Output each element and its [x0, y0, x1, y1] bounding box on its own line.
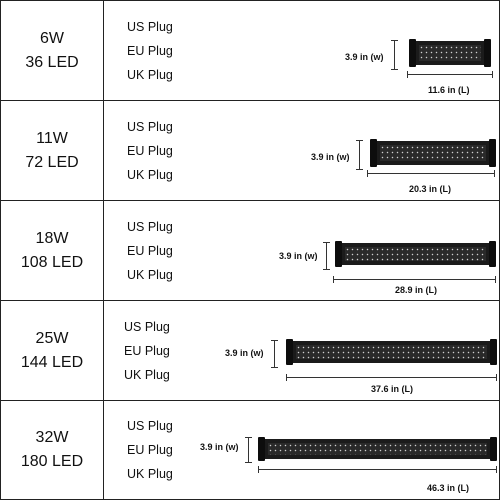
power-cell: 25W 144 LED — [1, 301, 104, 400]
power-cell: 18W 108 LED — [1, 201, 104, 300]
bracket-right-icon — [489, 139, 496, 167]
plug-options: US Plug EU Plug UK Plug — [124, 301, 170, 400]
led-count-label: 180 LED — [20, 453, 84, 470]
power-cell: 11W 72 LED — [1, 101, 104, 200]
length-dimension-label: 37.6 in (L) — [371, 384, 414, 394]
plug-options: US Plug EU Plug UK Plug — [127, 101, 173, 200]
plug-option-us: US Plug — [127, 419, 173, 433]
led-count-label: 36 LED — [25, 53, 79, 71]
bracket-right-icon — [489, 241, 496, 267]
plug-option-us: US Plug — [127, 219, 173, 234]
led-panel — [345, 247, 486, 261]
length-dimension-line — [333, 276, 496, 283]
led-light-bar-image — [258, 437, 497, 461]
bracket-right-icon — [484, 39, 491, 67]
length-dimension-label: 28.9 in (L) — [395, 285, 438, 295]
wattage-label: 11W — [36, 129, 68, 147]
spec-row-25w: 25W 144 LED US Plug EU Plug UK Plug 3.9 … — [1, 301, 499, 401]
led-count-label: 108 LED — [20, 253, 84, 271]
width-dimension-label: 3.9 in (w) — [345, 52, 384, 62]
led-light-bar-image — [286, 339, 497, 365]
led-light-bar-image — [370, 139, 496, 167]
wattage-label: 25W — [35, 329, 69, 347]
led-light-bar-image — [335, 241, 496, 267]
plug-option-uk: UK Plug — [127, 167, 173, 182]
length-dimension-line — [407, 71, 493, 78]
plug-option-us: US Plug — [127, 119, 173, 134]
spec-row-11w: 11W 72 LED US Plug EU Plug UK Plug 3.9 i… — [1, 101, 499, 201]
bracket-left-icon — [286, 339, 293, 365]
width-dimension-line — [271, 340, 278, 368]
plug-option-us: US Plug — [124, 319, 170, 334]
plug-option-eu: EU Plug — [127, 443, 173, 457]
plug-option-eu: EU Plug — [127, 143, 173, 158]
led-panel — [419, 45, 481, 61]
wattage-label: 6W — [40, 29, 64, 47]
bracket-left-icon — [370, 139, 377, 167]
wattage-label: 32W — [35, 429, 69, 446]
plug-option-uk: UK Plug — [127, 67, 173, 82]
plug-option-eu: EU Plug — [124, 343, 170, 358]
width-dimension-line — [245, 437, 252, 463]
plug-options: US Plug EU Plug UK Plug — [127, 1, 173, 100]
length-dimension-line — [258, 466, 497, 473]
width-dimension-line — [356, 140, 363, 170]
width-dimension-line — [323, 242, 330, 270]
width-dimension-label: 3.9 in (w) — [311, 152, 350, 162]
plug-option-eu: EU Plug — [127, 43, 173, 58]
length-dimension-line — [367, 170, 495, 177]
plug-option-eu: EU Plug — [127, 243, 173, 258]
plug-options: US Plug EU Plug UK Plug — [127, 201, 173, 300]
width-dimension-label: 3.9 in (w) — [200, 442, 239, 452]
led-light-bar-image — [409, 39, 491, 67]
bracket-right-icon — [490, 437, 497, 461]
led-count-label: 144 LED — [20, 353, 84, 371]
plug-option-uk: UK Plug — [124, 367, 170, 382]
plug-option-uk: UK Plug — [127, 467, 173, 481]
length-dimension-line — [286, 374, 497, 381]
spec-row-18w: 18W 108 LED US Plug EU Plug UK Plug 3.9 … — [1, 201, 499, 301]
bracket-left-icon — [335, 241, 342, 267]
spec-row-32w: 32W 180 LED US Plug EU Plug UK Plug 3.9 … — [1, 401, 499, 499]
led-panel — [268, 443, 487, 455]
plug-options: US Plug EU Plug UK Plug — [127, 401, 173, 499]
power-cell: 32W 180 LED — [1, 401, 104, 499]
power-cell: 6W 36 LED — [1, 1, 104, 100]
led-panel — [296, 345, 487, 359]
length-dimension-label: 20.3 in (L) — [409, 184, 452, 194]
bracket-left-icon — [409, 39, 416, 67]
plug-option-uk: UK Plug — [127, 267, 173, 282]
width-dimension-label: 3.9 in (w) — [279, 251, 318, 261]
length-dimension-label: 46.3 in (L) — [427, 483, 470, 493]
spec-row-6w: 6W 36 LED US Plug EU Plug UK Plug 3.9 in… — [1, 1, 499, 101]
led-panel — [380, 145, 486, 161]
wattage-label: 18W — [35, 229, 69, 247]
width-dimension-line — [391, 40, 398, 70]
bracket-left-icon — [258, 437, 265, 461]
plug-option-us: US Plug — [127, 19, 173, 34]
led-count-label: 72 LED — [25, 153, 79, 171]
bracket-right-icon — [490, 339, 497, 365]
length-dimension-label: 11.6 in (L) — [428, 85, 470, 95]
width-dimension-label: 3.9 in (w) — [225, 348, 264, 358]
